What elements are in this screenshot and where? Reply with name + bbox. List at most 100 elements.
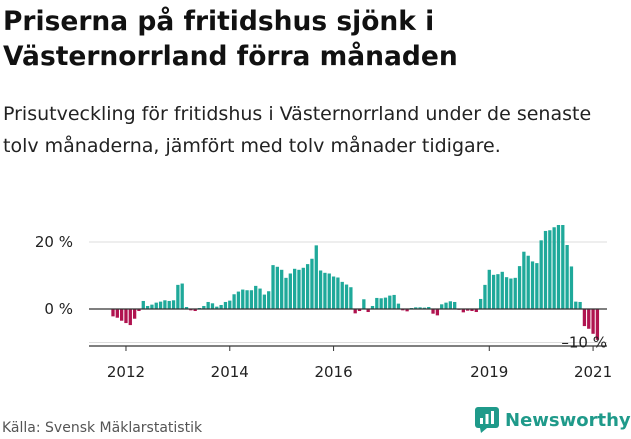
bar — [184, 306, 189, 309]
brand-logo[interactable]: Newsworthy — [475, 406, 631, 434]
bar — [483, 284, 487, 309]
chart-subtitle: Prisutveckling för fritidshus i Västerno… — [3, 103, 592, 157]
brand-name: Newsworthy — [505, 409, 631, 431]
bar — [474, 309, 478, 313]
bar — [461, 309, 465, 313]
bar — [587, 309, 591, 329]
bar — [241, 289, 245, 309]
bar — [543, 230, 548, 309]
bar — [349, 287, 353, 309]
bar — [193, 309, 197, 312]
bar — [535, 263, 539, 309]
bar — [310, 258, 314, 309]
bar — [189, 309, 193, 311]
bar — [418, 307, 422, 310]
bar — [422, 307, 427, 309]
bar — [254, 285, 258, 309]
bar — [314, 245, 318, 309]
bar — [262, 294, 267, 309]
bar — [366, 309, 370, 313]
bar — [414, 307, 418, 310]
bar — [115, 309, 119, 318]
bar — [375, 297, 379, 309]
bar — [595, 309, 600, 340]
bar — [491, 274, 496, 309]
bar — [280, 269, 284, 309]
bar — [466, 309, 470, 311]
bar — [556, 225, 561, 309]
bar — [232, 294, 236, 309]
bar — [440, 304, 444, 309]
bar — [176, 284, 180, 309]
bar — [163, 300, 167, 309]
bar — [353, 309, 357, 314]
bar — [154, 302, 158, 310]
bar — [167, 300, 171, 309]
x-tick-label: 2019 — [470, 363, 508, 381]
bar — [228, 300, 232, 310]
bar — [271, 265, 275, 309]
source-note: Källa: Svensk Mäklarstatistik — [2, 420, 203, 436]
bar — [522, 251, 526, 309]
bar — [249, 290, 254, 309]
bar — [392, 294, 396, 309]
bar — [223, 301, 228, 310]
grid-lines — [89, 241, 607, 343]
y-tick-label: 20 % — [35, 233, 73, 251]
bar — [344, 284, 349, 309]
bar — [293, 268, 297, 309]
bar — [444, 302, 448, 310]
bar — [578, 301, 582, 310]
bar — [388, 295, 392, 309]
bar — [500, 271, 504, 309]
bar — [435, 309, 440, 316]
y-tick-label: 0 % — [44, 300, 73, 318]
bar-chart: 20 %0 %–10 %201220142016201920212023 — [35, 225, 612, 381]
bar — [327, 273, 331, 309]
bar — [236, 291, 241, 309]
bar — [569, 266, 574, 309]
x-tick-label: 2014 — [211, 363, 249, 381]
bar — [539, 240, 543, 309]
bar — [370, 305, 375, 309]
bar — [496, 274, 500, 309]
bar — [504, 277, 509, 309]
bar — [383, 297, 388, 309]
bar — [582, 309, 587, 327]
bar — [120, 309, 124, 321]
bar — [591, 309, 595, 334]
tick-labels: 20 %0 %–10 %201220142016201920212023 — [35, 233, 612, 381]
bar — [401, 309, 405, 311]
chart-title: Priserna på fritidshus sjönk i Västernor… — [3, 6, 458, 72]
bar — [379, 298, 383, 309]
bar — [509, 278, 513, 309]
x-tick-label: 2012 — [107, 363, 145, 381]
bar — [158, 301, 163, 309]
newsworthy-logo-icon — [475, 407, 499, 433]
bar — [574, 301, 578, 309]
bar — [552, 227, 556, 309]
bar — [171, 300, 176, 309]
bar — [301, 267, 305, 309]
bar — [561, 225, 565, 309]
bar — [478, 298, 483, 309]
bar — [453, 301, 457, 310]
bar — [448, 301, 452, 309]
bar — [526, 255, 530, 309]
bars — [111, 225, 600, 340]
bar — [124, 309, 128, 324]
bar — [141, 300, 145, 309]
bar — [132, 309, 137, 319]
bar — [405, 309, 409, 312]
bar — [431, 309, 435, 314]
bar — [219, 304, 223, 309]
bar — [336, 277, 340, 309]
bar — [318, 270, 323, 309]
x-tick-label: 2021 — [574, 363, 612, 381]
bar — [297, 269, 301, 309]
bar — [111, 309, 115, 317]
bar — [202, 305, 206, 309]
bar — [267, 291, 271, 309]
y-tick-label: –10 % — [561, 334, 607, 352]
bar — [517, 266, 522, 309]
